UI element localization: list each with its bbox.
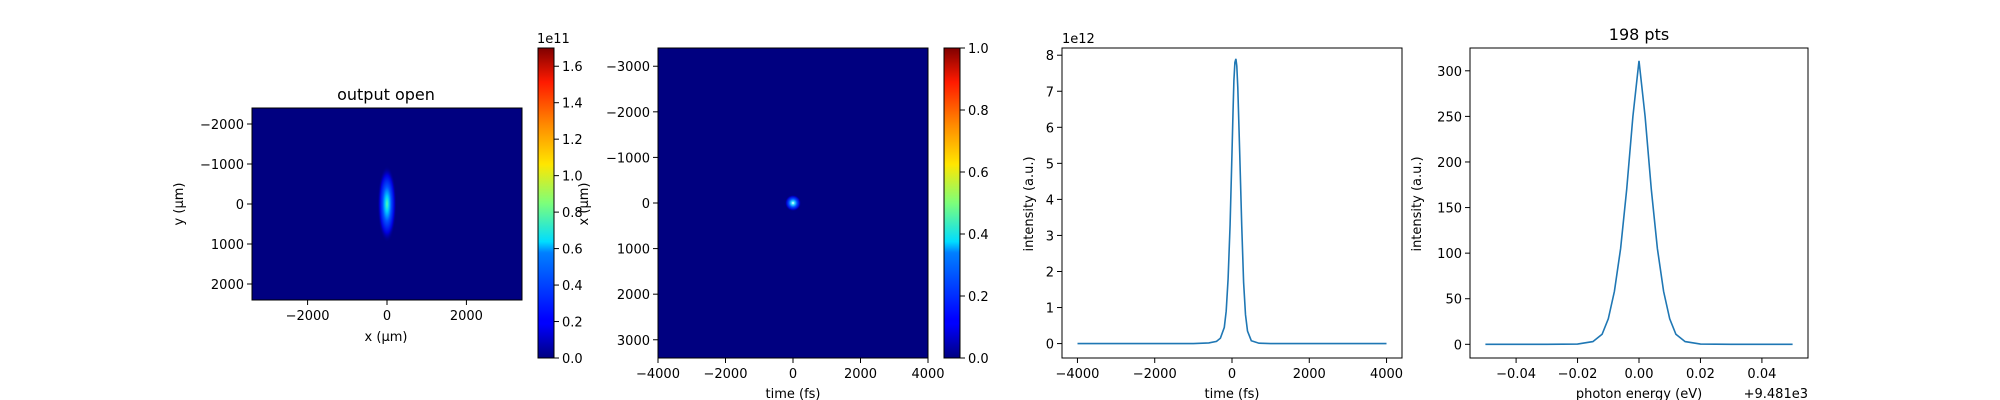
line-4-y-label: intensity (a.u.) <box>1410 156 1425 251</box>
heatmap-1-x-tick-label: −2000 <box>286 309 330 324</box>
line-3-x-tick-label: −4000 <box>1055 367 1099 382</box>
heatmap-1-y-tick-label: 1000 <box>211 238 244 253</box>
heatmap-2-y-tick-label: −3000 <box>606 60 650 75</box>
heatmap-2-x-tick-label: 0 <box>789 367 797 382</box>
heatmap-2-x-label: time (fs) <box>766 387 821 400</box>
colorbar-1-tick-label: 0.4 <box>562 279 583 294</box>
line-4-x-tick-label: −0.04 <box>1496 367 1536 382</box>
heatmap-2-y-tick-label: 1000 <box>617 243 650 258</box>
colorbar-1 <box>537 47 555 359</box>
heatmap-1-y-tick-label: −2000 <box>200 118 244 133</box>
heatmap-1-x-label: x (μm) <box>365 330 408 345</box>
line-4-y-tick-label: 0 <box>1454 338 1462 353</box>
colorbar-2-tick-label: 0.6 <box>968 166 989 181</box>
line-4-x-ticks: −0.04 −0.02 0.00 0.02 0.04 <box>1496 358 1776 382</box>
panel-1: output open −2000 0 2000 −2000 −1000 0 1000 20… <box>172 32 583 367</box>
colorbar-2-tick-label: 0.8 <box>968 104 989 119</box>
line-3-y-tick-label: 3 <box>1046 229 1054 244</box>
colorbar-1-tick-label: 0.2 <box>562 316 583 331</box>
colorbar-1-tick-label: 0.0 <box>562 352 583 367</box>
heatmap-1-y-label: y (μm) <box>172 183 187 226</box>
line-3-y-tick-label: 5 <box>1046 157 1054 172</box>
line-4-series <box>1485 60 1793 346</box>
line-3-y-tick-label: 7 <box>1046 85 1054 100</box>
line-3-y-tick-label: 0 <box>1046 338 1054 353</box>
line-3-y-ticks: 0 1 2 3 4 5 6 7 8 <box>1046 49 1062 353</box>
colorbar-1-tick-label: 1.2 <box>562 133 583 148</box>
panel-4: 198 pts −0.04 −0.02 0.00 0.02 0.04 0 50 100 150… <box>1410 25 1809 400</box>
line-4-x-offset: +9.481e3 <box>1744 387 1808 400</box>
heatmap-1-y-tick-label: −1000 <box>200 158 244 173</box>
line-3-x-tick-label: −2000 <box>1133 367 1177 382</box>
heatmap-1-feature <box>377 165 397 243</box>
line-4-x-tick-label: 0.04 <box>1747 367 1776 382</box>
line-4-x-tick-label: −0.02 <box>1558 367 1598 382</box>
line-4-y-tick-label: 300 <box>1437 65 1462 80</box>
line-3-y-multiplier: 1e12 <box>1062 32 1095 47</box>
colorbar-1-tick-label: 1.6 <box>562 60 583 75</box>
panel-1-title: output open <box>337 85 435 104</box>
line-3-y-tick-label: 6 <box>1046 121 1054 136</box>
heatmap-1-y-tick-label: 2000 <box>211 278 244 293</box>
heatmap-2-y-tick-label: 0 <box>642 197 650 212</box>
line-3-x-tick-label: 4000 <box>1370 367 1403 382</box>
line-3-frame <box>1061 47 1403 359</box>
line-3-y-tick-label: 1 <box>1046 302 1054 317</box>
colorbar-1-tick-label: 0.6 <box>562 243 583 258</box>
colorbar-1-tick-label: 0.8 <box>562 206 583 221</box>
line-3-x-label: time (fs) <box>1205 387 1260 400</box>
heatmap-2-y-tick-label: 3000 <box>617 334 650 349</box>
panel-4-title: 198 pts <box>1609 25 1669 44</box>
heatmap-2-x-tick-label: −4000 <box>636 367 680 382</box>
heatmap-1-x-ticks: −2000 0 2000 <box>286 300 483 324</box>
colorbar-2-tick-label: 0.2 <box>968 290 989 305</box>
line-4-y-tick-label: 200 <box>1437 156 1462 171</box>
line-3-x-tick-label: 2000 <box>1293 367 1326 382</box>
heatmap-1-y-ticks: −2000 −1000 0 1000 2000 <box>200 118 252 293</box>
line-4-y-tick-label: 250 <box>1437 110 1462 125</box>
line-3-y-tick-label: 2 <box>1046 265 1054 280</box>
line-4-y-ticks: 0 50 100 150 200 250 300 <box>1437 65 1470 353</box>
heatmap-2-x-tick-label: 2000 <box>844 367 877 382</box>
heatmap-2-y-tick-label: −1000 <box>606 151 650 166</box>
heatmap-1-y-tick-label: 0 <box>236 198 244 213</box>
line-3-y-tick-label: 8 <box>1046 49 1054 64</box>
line-4-y-tick-label: 100 <box>1437 247 1462 262</box>
colorbar-2-ticks: 0.0 0.2 0.4 0.6 0.8 1.0 <box>960 42 989 367</box>
line-3-y-label: intensity (a.u.) <box>1022 156 1037 251</box>
line-3-x-ticks: −4000 −2000 0 2000 4000 <box>1055 358 1403 382</box>
colorbar-1-tick-label: 1.0 <box>562 170 583 185</box>
heatmap-2-beam-spot <box>784 194 802 212</box>
heatmap-1-beam-spot <box>377 165 397 243</box>
line-4-frame <box>1469 47 1809 359</box>
colorbar-1-ticks: 0.0 0.2 0.4 0.6 0.8 1.0 1.2 1.4 1.6 <box>554 60 583 367</box>
line-4-y-tick-label: 150 <box>1437 202 1462 217</box>
heatmap-1-x-tick-label: 0 <box>383 309 391 324</box>
heatmap-2-x-tick-label: 4000 <box>911 367 944 382</box>
heatmap-2-feature <box>784 194 802 212</box>
heatmap-2-y-tick-label: 2000 <box>617 288 650 303</box>
line-4-x-label: photon energy (eV) <box>1576 387 1702 400</box>
panel-2: −4000 −2000 0 2000 4000 −3000 −2000 −1000 0 1000… <box>577 42 989 400</box>
line-3-series <box>1077 58 1387 345</box>
colorbar-1-tick-label: 1.4 <box>562 97 583 112</box>
colorbar-1-multiplier: 1e11 <box>537 32 570 47</box>
colorbar-2-tick-label: 0.4 <box>968 228 989 243</box>
heatmap-2-x-tick-label: −2000 <box>704 367 748 382</box>
colorbar-2-tick-label: 1.0 <box>968 42 989 57</box>
line-4-x-tick-label: 0.00 <box>1625 367 1654 382</box>
heatmap-1-x-tick-label: 2000 <box>450 309 483 324</box>
line-3-x-tick-label: 0 <box>1228 367 1236 382</box>
colorbar-2 <box>943 47 961 359</box>
colorbar-2-tick-label: 0.0 <box>968 352 989 367</box>
line-3-y-tick-label: 4 <box>1046 193 1054 208</box>
line-4-x-tick-label: 0.02 <box>1686 367 1715 382</box>
panel-3: −4000 −2000 0 2000 4000 0 1 2 3 4 5 6 7 8 1e12 time … <box>1022 32 1403 400</box>
line-4-y-tick-label: 50 <box>1445 293 1462 308</box>
heatmap-2-x-ticks: −4000 −2000 0 2000 4000 <box>636 358 945 382</box>
heatmap-2-y-ticks: −3000 −2000 −1000 0 1000 2000 3000 <box>606 60 658 349</box>
heatmap-2-y-tick-label: −2000 <box>606 106 650 121</box>
heatmap-2-y-label: x (μm) <box>577 183 592 226</box>
